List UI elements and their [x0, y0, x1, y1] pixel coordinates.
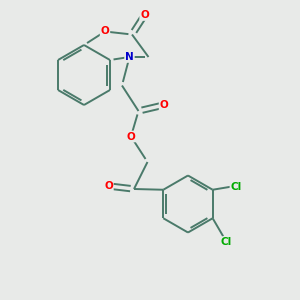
Text: Cl: Cl	[220, 237, 232, 247]
Text: O: O	[127, 131, 135, 142]
Text: N: N	[125, 52, 134, 62]
Text: Cl: Cl	[230, 182, 242, 192]
Text: O: O	[140, 10, 149, 20]
Text: O: O	[100, 26, 109, 37]
Text: O: O	[104, 181, 113, 191]
Text: O: O	[160, 100, 168, 110]
